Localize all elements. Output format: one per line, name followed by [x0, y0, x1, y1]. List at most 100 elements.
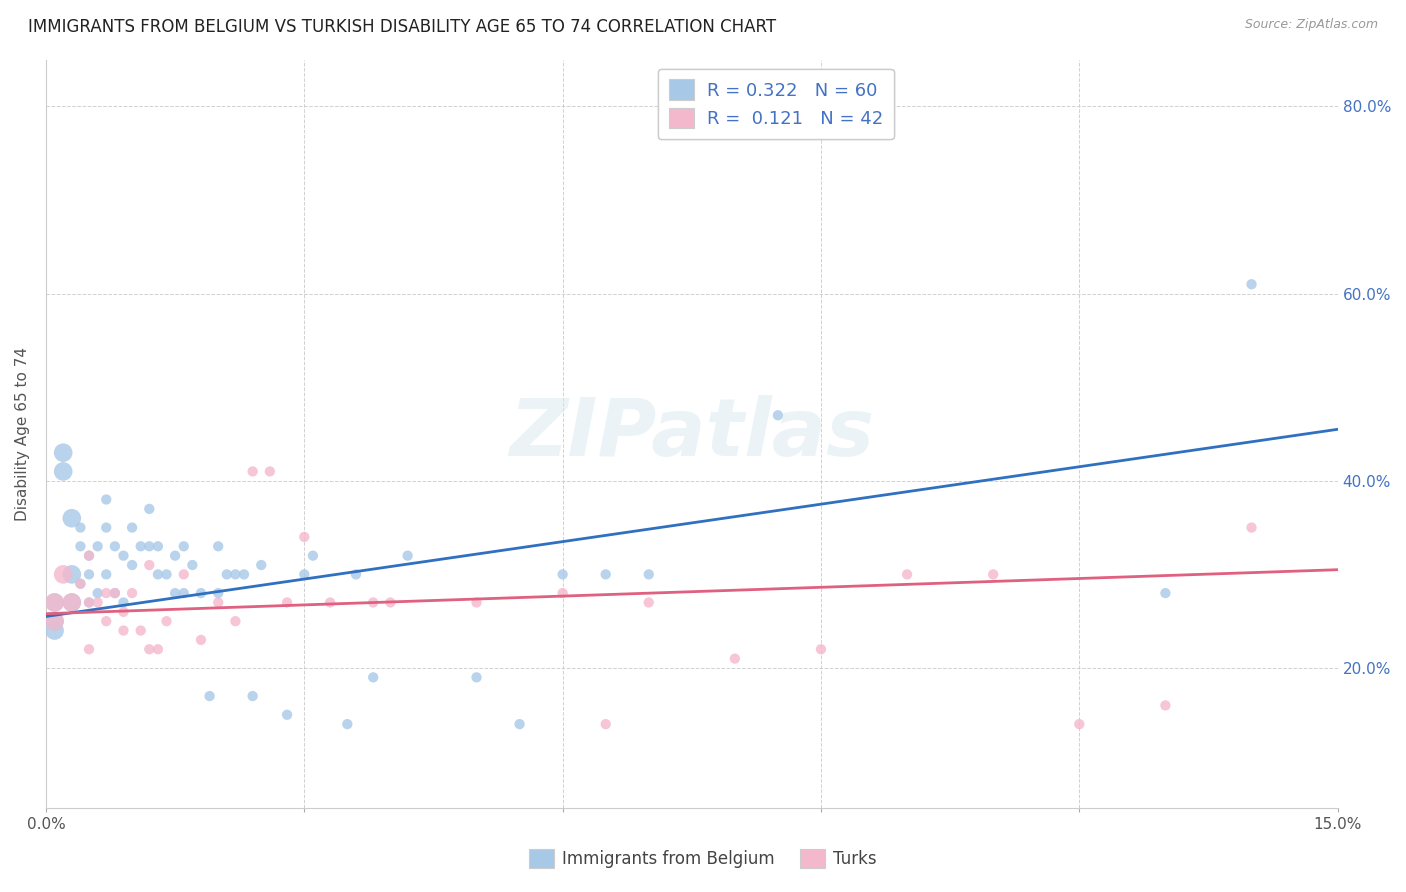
Point: [138, 501, 160, 516]
Point: [44, 624, 66, 638]
Point: [77, 549, 100, 563]
Point: [138, 642, 160, 657]
Point: [551, 586, 574, 600]
Point: [766, 409, 789, 423]
Point: [86, 539, 108, 553]
Point: [86, 595, 108, 609]
Point: [52, 446, 75, 460]
Point: [465, 670, 488, 684]
Point: [380, 595, 402, 609]
Point: [60, 511, 83, 525]
Point: [104, 586, 127, 600]
Point: [77, 595, 100, 609]
Point: [207, 586, 229, 600]
Point: [344, 567, 367, 582]
Point: [724, 651, 747, 665]
Point: [155, 614, 177, 628]
Point: [595, 567, 617, 582]
Point: [190, 586, 212, 600]
Point: [60, 567, 83, 582]
Text: IMMIGRANTS FROM BELGIUM VS TURKISH DISABILITY AGE 65 TO 74 CORRELATION CHART: IMMIGRANTS FROM BELGIUM VS TURKISH DISAB…: [28, 18, 776, 36]
Point: [44, 614, 66, 628]
Point: [69, 576, 91, 591]
Point: [146, 567, 169, 582]
Point: [138, 539, 160, 553]
Point: [509, 717, 531, 731]
Point: [361, 595, 384, 609]
Point: [96, 614, 118, 628]
Point: [242, 689, 264, 703]
Point: [44, 595, 66, 609]
Point: [198, 689, 221, 703]
Point: [276, 707, 298, 722]
Point: [595, 717, 617, 731]
Point: [129, 624, 152, 638]
Point: [121, 586, 143, 600]
Point: [155, 567, 177, 582]
Point: [77, 642, 100, 657]
Point: [112, 624, 135, 638]
Point: [129, 539, 152, 553]
Point: [1240, 520, 1263, 534]
Point: [52, 567, 75, 582]
Point: [551, 567, 574, 582]
Point: [96, 586, 118, 600]
Point: [104, 586, 127, 600]
Point: [104, 539, 127, 553]
Text: Source: ZipAtlas.com: Source: ZipAtlas.com: [1244, 18, 1378, 31]
Point: [1154, 698, 1177, 713]
Point: [1154, 586, 1177, 600]
Point: [224, 567, 246, 582]
Point: [146, 539, 169, 553]
Point: [336, 717, 359, 731]
Point: [896, 567, 918, 582]
Point: [77, 549, 100, 563]
Point: [361, 670, 384, 684]
Point: [190, 632, 212, 647]
Point: [396, 549, 419, 563]
Point: [121, 520, 143, 534]
Point: [319, 595, 342, 609]
Point: [165, 549, 187, 563]
Point: [250, 558, 273, 572]
Point: [173, 539, 195, 553]
Point: [96, 567, 118, 582]
Point: [1240, 277, 1263, 292]
Point: [292, 567, 315, 582]
Point: [173, 567, 195, 582]
Point: [96, 492, 118, 507]
Point: [981, 567, 1004, 582]
Point: [465, 595, 488, 609]
Point: [276, 595, 298, 609]
Point: [60, 595, 83, 609]
Y-axis label: Disability Age 65 to 74: Disability Age 65 to 74: [15, 347, 30, 521]
Point: [112, 549, 135, 563]
Point: [181, 558, 204, 572]
Legend: R = 0.322   N = 60, R =  0.121   N = 42: R = 0.322 N = 60, R = 0.121 N = 42: [658, 69, 894, 139]
Point: [292, 530, 315, 544]
Point: [146, 642, 169, 657]
Point: [52, 465, 75, 479]
Point: [69, 576, 91, 591]
Point: [77, 595, 100, 609]
Point: [112, 605, 135, 619]
Point: [60, 595, 83, 609]
Point: [215, 567, 238, 582]
Point: [302, 549, 325, 563]
Point: [44, 614, 66, 628]
Legend: Immigrants from Belgium, Turks: Immigrants from Belgium, Turks: [523, 842, 883, 875]
Point: [96, 520, 118, 534]
Point: [207, 539, 229, 553]
Point: [77, 567, 100, 582]
Text: ZIPatlas: ZIPatlas: [509, 395, 875, 473]
Point: [207, 595, 229, 609]
Point: [138, 558, 160, 572]
Point: [173, 586, 195, 600]
Point: [86, 586, 108, 600]
Point: [69, 539, 91, 553]
Point: [810, 642, 832, 657]
Point: [1069, 717, 1091, 731]
Point: [44, 595, 66, 609]
Point: [121, 558, 143, 572]
Point: [165, 586, 187, 600]
